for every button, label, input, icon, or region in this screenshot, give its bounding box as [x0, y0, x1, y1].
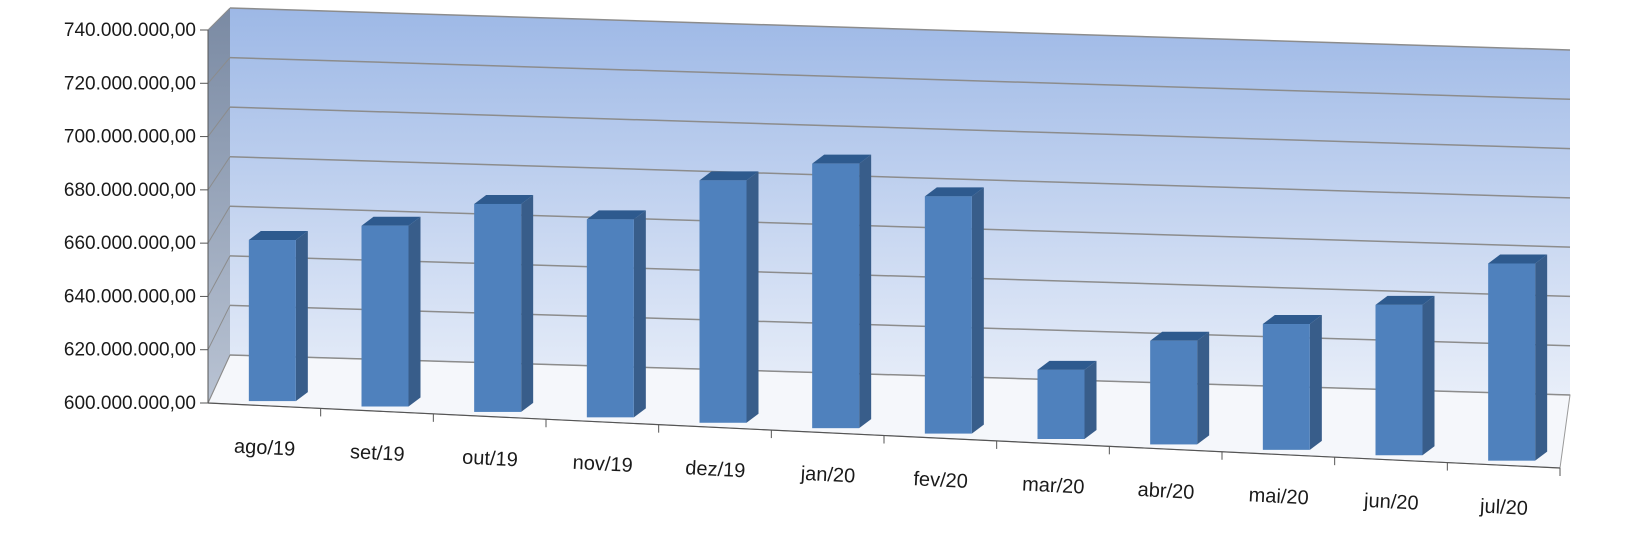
gridline: [229, 255, 1571, 298]
x-axis: ago/19 set/19 out/19 nov/19 dez/19 jan/20 fev/…: [207, 402, 1561, 520]
gridlines: [207, 7, 1571, 404]
bar: [1375, 295, 1435, 456]
bar-top: [1150, 331, 1210, 341]
bar-side: [1309, 315, 1322, 450]
gridline-side: [207, 206, 231, 244]
bar: [1037, 360, 1097, 440]
y-tick-label: 660.000.000,00: [64, 233, 196, 254]
x-tick-label: mar/20: [1022, 473, 1085, 498]
bar: [699, 171, 759, 423]
gridline: [229, 56, 1571, 101]
x-tick-label: jul/20: [1479, 495, 1529, 520]
bar-front: [812, 163, 860, 429]
bar-top: [1488, 254, 1548, 264]
x-tick-label: jan/20: [799, 463, 856, 488]
y-tick-label: 680.000.000,00: [64, 180, 196, 201]
gridline: [229, 354, 1571, 396]
bar: [361, 216, 421, 407]
bar-top: [361, 216, 421, 226]
bar-top: [1037, 360, 1097, 370]
bar: [586, 210, 646, 418]
y-tick-label: 720.000.000,00: [64, 73, 196, 94]
bar-side: [295, 231, 308, 402]
x-tick-label: ago/19: [234, 436, 296, 461]
bar-side: [633, 210, 646, 418]
bar: [1488, 254, 1548, 461]
bar: [1262, 315, 1322, 450]
gridline-side: [207, 156, 231, 191]
bar-front: [1037, 369, 1085, 440]
bar-top: [586, 210, 646, 220]
bar: [474, 194, 534, 412]
x-tick-label: out/19: [462, 446, 519, 471]
x-tick-label: mai/20: [1248, 484, 1309, 509]
bar: [812, 154, 872, 429]
bar-top: [812, 154, 872, 164]
y-tick-label: 700.000.000,00: [64, 127, 196, 148]
bar-top: [474, 194, 534, 204]
bar-top: [1262, 315, 1322, 325]
y-tick-label: 600.000.000,00: [64, 393, 196, 414]
x-tick-label: jun/20: [1363, 490, 1420, 515]
gridline: [229, 205, 1571, 248]
gridline-side: [207, 255, 231, 297]
gridline: [229, 304, 1571, 347]
bar: [248, 231, 308, 402]
side-wall: [208, 8, 230, 403]
bar: [1150, 331, 1210, 445]
y-tick-label: 620.000.000,00: [64, 340, 196, 361]
gridline-side: [207, 354, 231, 404]
y-tick-label: 640.000.000,00: [64, 286, 196, 307]
bar-side: [1535, 254, 1548, 461]
bar-front: [1488, 263, 1536, 461]
y-axis: 600.000.000,00 620.000.000,00 640.000.000,…: [64, 20, 209, 414]
bar-side: [1422, 295, 1435, 456]
x-tick-label: nov/19: [572, 452, 633, 477]
bar-front: [1375, 304, 1423, 456]
bar-side: [746, 171, 759, 423]
bar-top: [699, 171, 759, 181]
gridline-side: [207, 305, 231, 350]
bar-side: [408, 216, 421, 407]
bar-side: [859, 154, 872, 429]
y-tick-label: 740.000.000,00: [64, 20, 196, 41]
bar-side: [521, 194, 534, 412]
gridline-side: [207, 106, 231, 137]
bar-front: [1262, 324, 1310, 450]
gridline-side: [207, 57, 231, 84]
gridline: [229, 155, 1571, 199]
bar-side: [971, 187, 984, 434]
gridline: [229, 7, 1571, 51]
bar-front: [699, 180, 747, 423]
bar-front: [474, 203, 522, 412]
x-tick-label: abr/20: [1137, 479, 1195, 504]
bar-front: [361, 225, 409, 407]
x-tick-label: fev/20: [913, 468, 969, 493]
bars: [248, 154, 1548, 461]
bar-front: [1150, 340, 1198, 445]
bar-top: [924, 187, 984, 197]
x-tick-label: dez/19: [685, 457, 746, 482]
bar-front: [586, 219, 634, 418]
gridline-side: [207, 7, 231, 31]
bar-top: [1375, 295, 1435, 305]
back-wall: [230, 8, 1570, 395]
bar-side: [1084, 360, 1097, 440]
bar-top: [248, 231, 308, 241]
bar-side: [1197, 331, 1210, 445]
bar-front: [248, 240, 296, 402]
x-tick-label: set/19: [350, 441, 406, 466]
gridline: [229, 106, 1571, 150]
bar-front: [924, 196, 972, 434]
x-axis-line: [207, 402, 1561, 469]
bar: [924, 187, 984, 434]
